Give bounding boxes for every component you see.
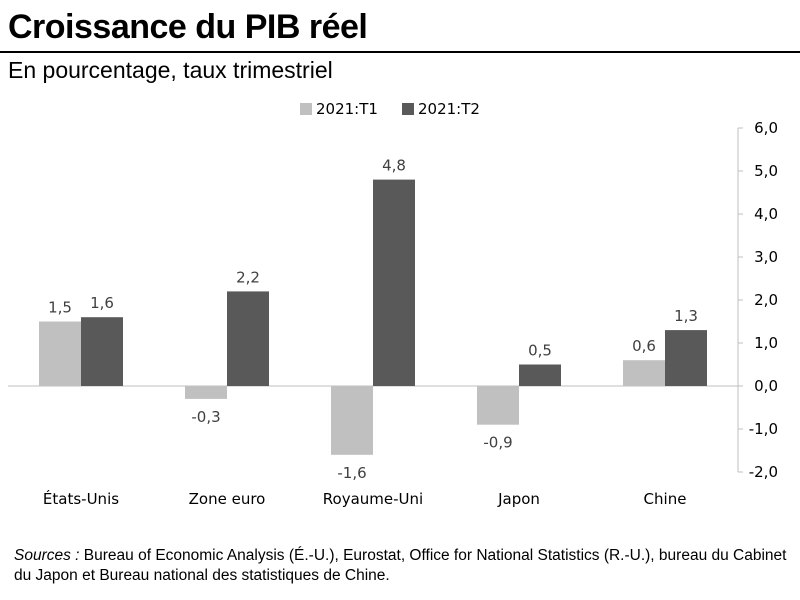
chart-title: Croissance du PIB réel (8, 8, 368, 46)
y-tick-label: 6,0 (754, 119, 778, 137)
data-label: -0,3 (191, 408, 220, 426)
data-label: 4,8 (382, 157, 406, 175)
data-label: -0,9 (483, 434, 512, 452)
source-note: Sources : Bureau of Economic Analysis (É… (14, 546, 794, 586)
bar-1 (185, 386, 227, 399)
y-tick-label: 2,0 (754, 291, 778, 309)
y-tick-label: 1,0 (754, 334, 778, 352)
bar-2 (81, 317, 123, 386)
y-tick-label: 3,0 (754, 248, 778, 266)
data-label: 1,3 (674, 307, 698, 325)
y-tick-label: 4,0 (754, 205, 778, 223)
y-axis: 6,0 5,0 4,0 3,0 2,0 1,0 0,0 -1,0 -2,0 (8, 119, 778, 481)
legend-label-2: 2021:T2 (418, 100, 480, 118)
data-labels: 1,5 1,6 -0,3 2,2 -1,6 4,8 -0,9 0,5 0,6 1,3 (48, 157, 698, 482)
bar-1 (39, 321, 81, 386)
bar-chart: 2021:T1 2021:T2 6,0 5,0 4,0 3,0 2,0 1,0 0,0 -1,0… (8, 100, 778, 508)
y-tick-label: 0,0 (754, 377, 778, 395)
data-label: 1,6 (90, 294, 114, 312)
x-category-label: Japon (497, 490, 540, 508)
data-label: 0,5 (528, 342, 552, 360)
x-category-label: Chine (644, 490, 687, 508)
source-label: Sources : (14, 547, 80, 564)
x-category-label: Royaume-Uni (323, 490, 423, 508)
y-tick-label: 5,0 (754, 162, 778, 180)
data-label: 1,5 (48, 299, 72, 317)
title-divider (0, 51, 800, 53)
data-label: -1,6 (337, 464, 366, 482)
x-category-label: États-Unis (43, 489, 119, 508)
legend-label-1: 2021:T1 (316, 100, 378, 118)
legend-swatch-1 (300, 103, 312, 115)
source-text: Bureau of Economic Analysis (É.-U.), Eur… (14, 547, 787, 584)
legend-swatch-2 (402, 103, 414, 115)
bar-2 (227, 291, 269, 386)
data-label: 0,6 (632, 337, 656, 355)
category-labels: États-Unis Zone euro Royaume-Uni Japon Chine (43, 489, 687, 508)
legend: 2021:T1 2021:T2 (300, 100, 480, 118)
x-category-label: Zone euro (189, 490, 266, 508)
bar-1 (331, 386, 373, 455)
bar-1 (623, 360, 665, 386)
bar-2 (373, 179, 415, 386)
chart-subtitle: En pourcentage, taux trimestriel (8, 57, 333, 83)
y-tick-label: -2,0 (749, 463, 778, 481)
bar-1 (477, 386, 519, 425)
data-label: 2,2 (236, 268, 260, 286)
bars (39, 179, 707, 455)
y-tick-label: -1,0 (749, 420, 778, 438)
bar-2 (519, 364, 561, 386)
bar-2 (665, 330, 707, 386)
